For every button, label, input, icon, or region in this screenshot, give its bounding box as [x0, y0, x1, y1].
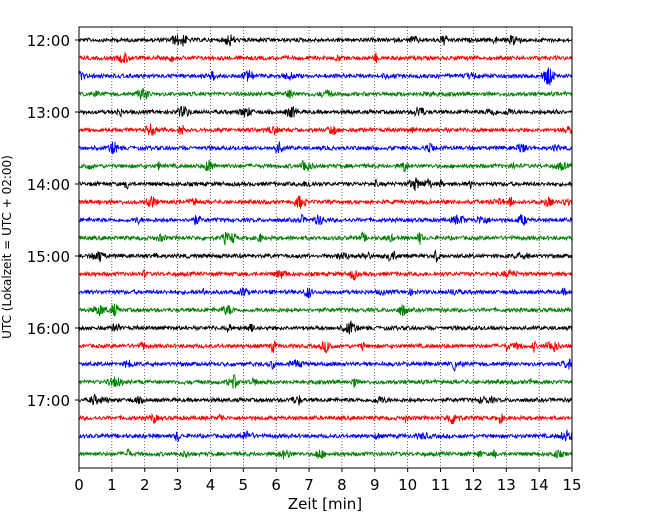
- y-axis-label: UTC (Lokalzeit = UTC + 02:00): [0, 155, 14, 339]
- x-tick-label: 15: [562, 476, 581, 494]
- y-tick-label: 14:00: [27, 176, 70, 194]
- trace-row-1230: [78, 67, 573, 86]
- x-tick-label: 13: [497, 476, 516, 494]
- trace-row-1615: [78, 339, 573, 354]
- trace-row-1200: [78, 34, 573, 47]
- x-axis-ticks: 0 1 2 3 4 5 6 7 8 9 10 11 12 13 14 15: [74, 468, 582, 494]
- trace-row-1700: [78, 393, 573, 406]
- trace-row-1330: [78, 141, 573, 155]
- x-tick-label: 7: [304, 476, 314, 494]
- x-tick-label: 9: [370, 476, 380, 494]
- trace-row-1630: [78, 358, 573, 372]
- y-tick-label: 12:00: [27, 32, 70, 50]
- trace-row-1415: [78, 195, 573, 210]
- x-axis-label: Zeit [min]: [288, 495, 362, 513]
- trace-row-1545: [78, 303, 573, 317]
- trace-row-1400: [78, 177, 573, 191]
- trace-row-1515: [78, 269, 573, 282]
- trace-row-1445: [78, 231, 573, 247]
- plot-area: [79, 27, 572, 468]
- trace-row-1500: [78, 249, 573, 263]
- trace-row-1245: [78, 87, 573, 101]
- y-axis-ticks: 12:00 13:00 14:00 15:00 16:00 17:00: [27, 32, 79, 410]
- x-tick-label: 14: [530, 476, 549, 494]
- x-tick-label: 0: [74, 476, 84, 494]
- trace-row-1715: [78, 412, 573, 425]
- x-tick-label: 1: [107, 476, 117, 494]
- trace-row-1645: [78, 374, 573, 389]
- trace-row-1430: [78, 213, 573, 226]
- y-tick-label: 13:00: [27, 104, 70, 122]
- x-tick-label: 12: [464, 476, 483, 494]
- trace-row-1315: [78, 123, 573, 136]
- y-tick-label: 17:00: [27, 392, 70, 410]
- seismic-traces: [78, 34, 573, 460]
- x-tick-label: 11: [431, 476, 450, 494]
- trace-row-1730: [78, 429, 573, 443]
- y-tick-label: 15:00: [27, 248, 70, 266]
- x-tick-label: 6: [271, 476, 281, 494]
- trace-row-1745: [78, 448, 573, 460]
- x-tick-label: 5: [239, 476, 249, 494]
- x-tick-label: 3: [173, 476, 183, 494]
- x-tick-label: 2: [140, 476, 150, 494]
- x-tick-label: 4: [206, 476, 216, 494]
- trace-row-1345: [78, 159, 573, 173]
- trace-row-1300: [78, 105, 573, 118]
- x-tick-label: 10: [398, 476, 417, 494]
- trace-row-1600: [78, 320, 573, 335]
- trace-row-1215: [78, 52, 573, 64]
- plot-frame: [78, 26, 573, 469]
- y-tick-label: 16:00: [27, 320, 70, 338]
- x-tick-label: 8: [337, 476, 347, 494]
- trace-row-1530: [78, 287, 573, 300]
